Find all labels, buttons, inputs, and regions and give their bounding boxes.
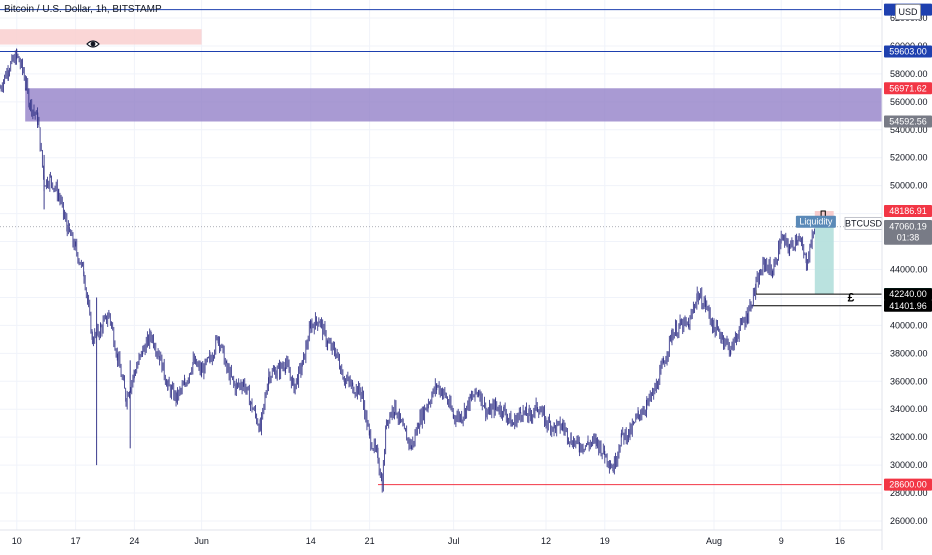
currency-button[interactable]: USD — [895, 4, 921, 20]
price-label-1-bg — [884, 82, 932, 95]
price-tick-label: 54000.00 — [890, 125, 928, 135]
time-tick-label: 19 — [600, 536, 610, 546]
last-price-bg — [884, 220, 932, 245]
price-tick-label: 34000.00 — [890, 404, 928, 414]
price-tick-label: 26000.00 — [890, 516, 928, 526]
price-tick-label: 50000.00 — [890, 181, 928, 191]
price-label-7-bg — [884, 299, 932, 312]
last-price-label: 47060.19 — [889, 222, 927, 232]
time-tick-label: 24 — [129, 536, 139, 546]
price-tick-label: 56000.00 — [890, 97, 928, 107]
price-label-1: 56971.62 — [889, 83, 927, 93]
price-label-8-bg — [884, 478, 932, 491]
time-tick-label: Aug — [706, 536, 722, 546]
time-tick-label: 12 — [541, 536, 551, 546]
price-label-8: 28600.00 — [889, 480, 927, 490]
price-tick-label: 30000.00 — [890, 460, 928, 470]
price-label-7: 41401.96 — [889, 301, 927, 311]
hidden-drawing-box — [0, 29, 202, 45]
supply-zone — [25, 88, 882, 122]
price-label-3: 48186.91 — [889, 206, 927, 216]
price-tick-label: 58000.00 — [890, 69, 928, 79]
countdown-label: 01:38 — [897, 233, 920, 243]
price-label-6: 42240.00 — [889, 289, 927, 299]
price-label-3-bg — [884, 204, 932, 217]
price-tick-label: 44000.00 — [890, 265, 928, 275]
time-tick-label: 9 — [779, 536, 784, 546]
price-label-0: 59603.00 — [889, 46, 927, 56]
price-label-2: 54592.56 — [889, 116, 927, 126]
liquidity-label: Liquidity — [799, 217, 833, 227]
time-tick-label: Jun — [194, 536, 209, 546]
time-tick-label: 10 — [12, 536, 22, 546]
price-tick-label: 28000.00 — [890, 488, 928, 498]
pound-symbol: £ — [848, 291, 855, 305]
price-tick-label: 38000.00 — [890, 348, 928, 358]
eye-icon[interactable] — [86, 38, 100, 50]
time-tick-label: 16 — [835, 536, 845, 546]
grid — [0, 0, 882, 530]
price-label-0-bg — [884, 45, 932, 58]
liquidity-label-bg — [795, 215, 836, 228]
candles — [0, 48, 815, 493]
time-tick-label: 17 — [71, 536, 81, 546]
time-tick-label: 14 — [306, 536, 316, 546]
price-tick-label: 40000.00 — [890, 320, 928, 330]
time-tick-label: 21 — [365, 536, 375, 546]
price-tick-label: 52000.00 — [890, 153, 928, 163]
price-label-2-bg — [884, 115, 932, 128]
long-position-target-zone — [814, 226, 834, 295]
chart-title: Bitcoin / U.S. Dollar, 1h, BITSTAMP — [4, 4, 162, 15]
price-label-6-bg — [884, 288, 932, 301]
symbol-label: BTCUSD — [845, 218, 883, 228]
time-tick-label: Jul — [448, 536, 460, 546]
price-tick-label: 36000.00 — [890, 376, 928, 386]
price-tick-label: 32000.00 — [890, 432, 928, 442]
